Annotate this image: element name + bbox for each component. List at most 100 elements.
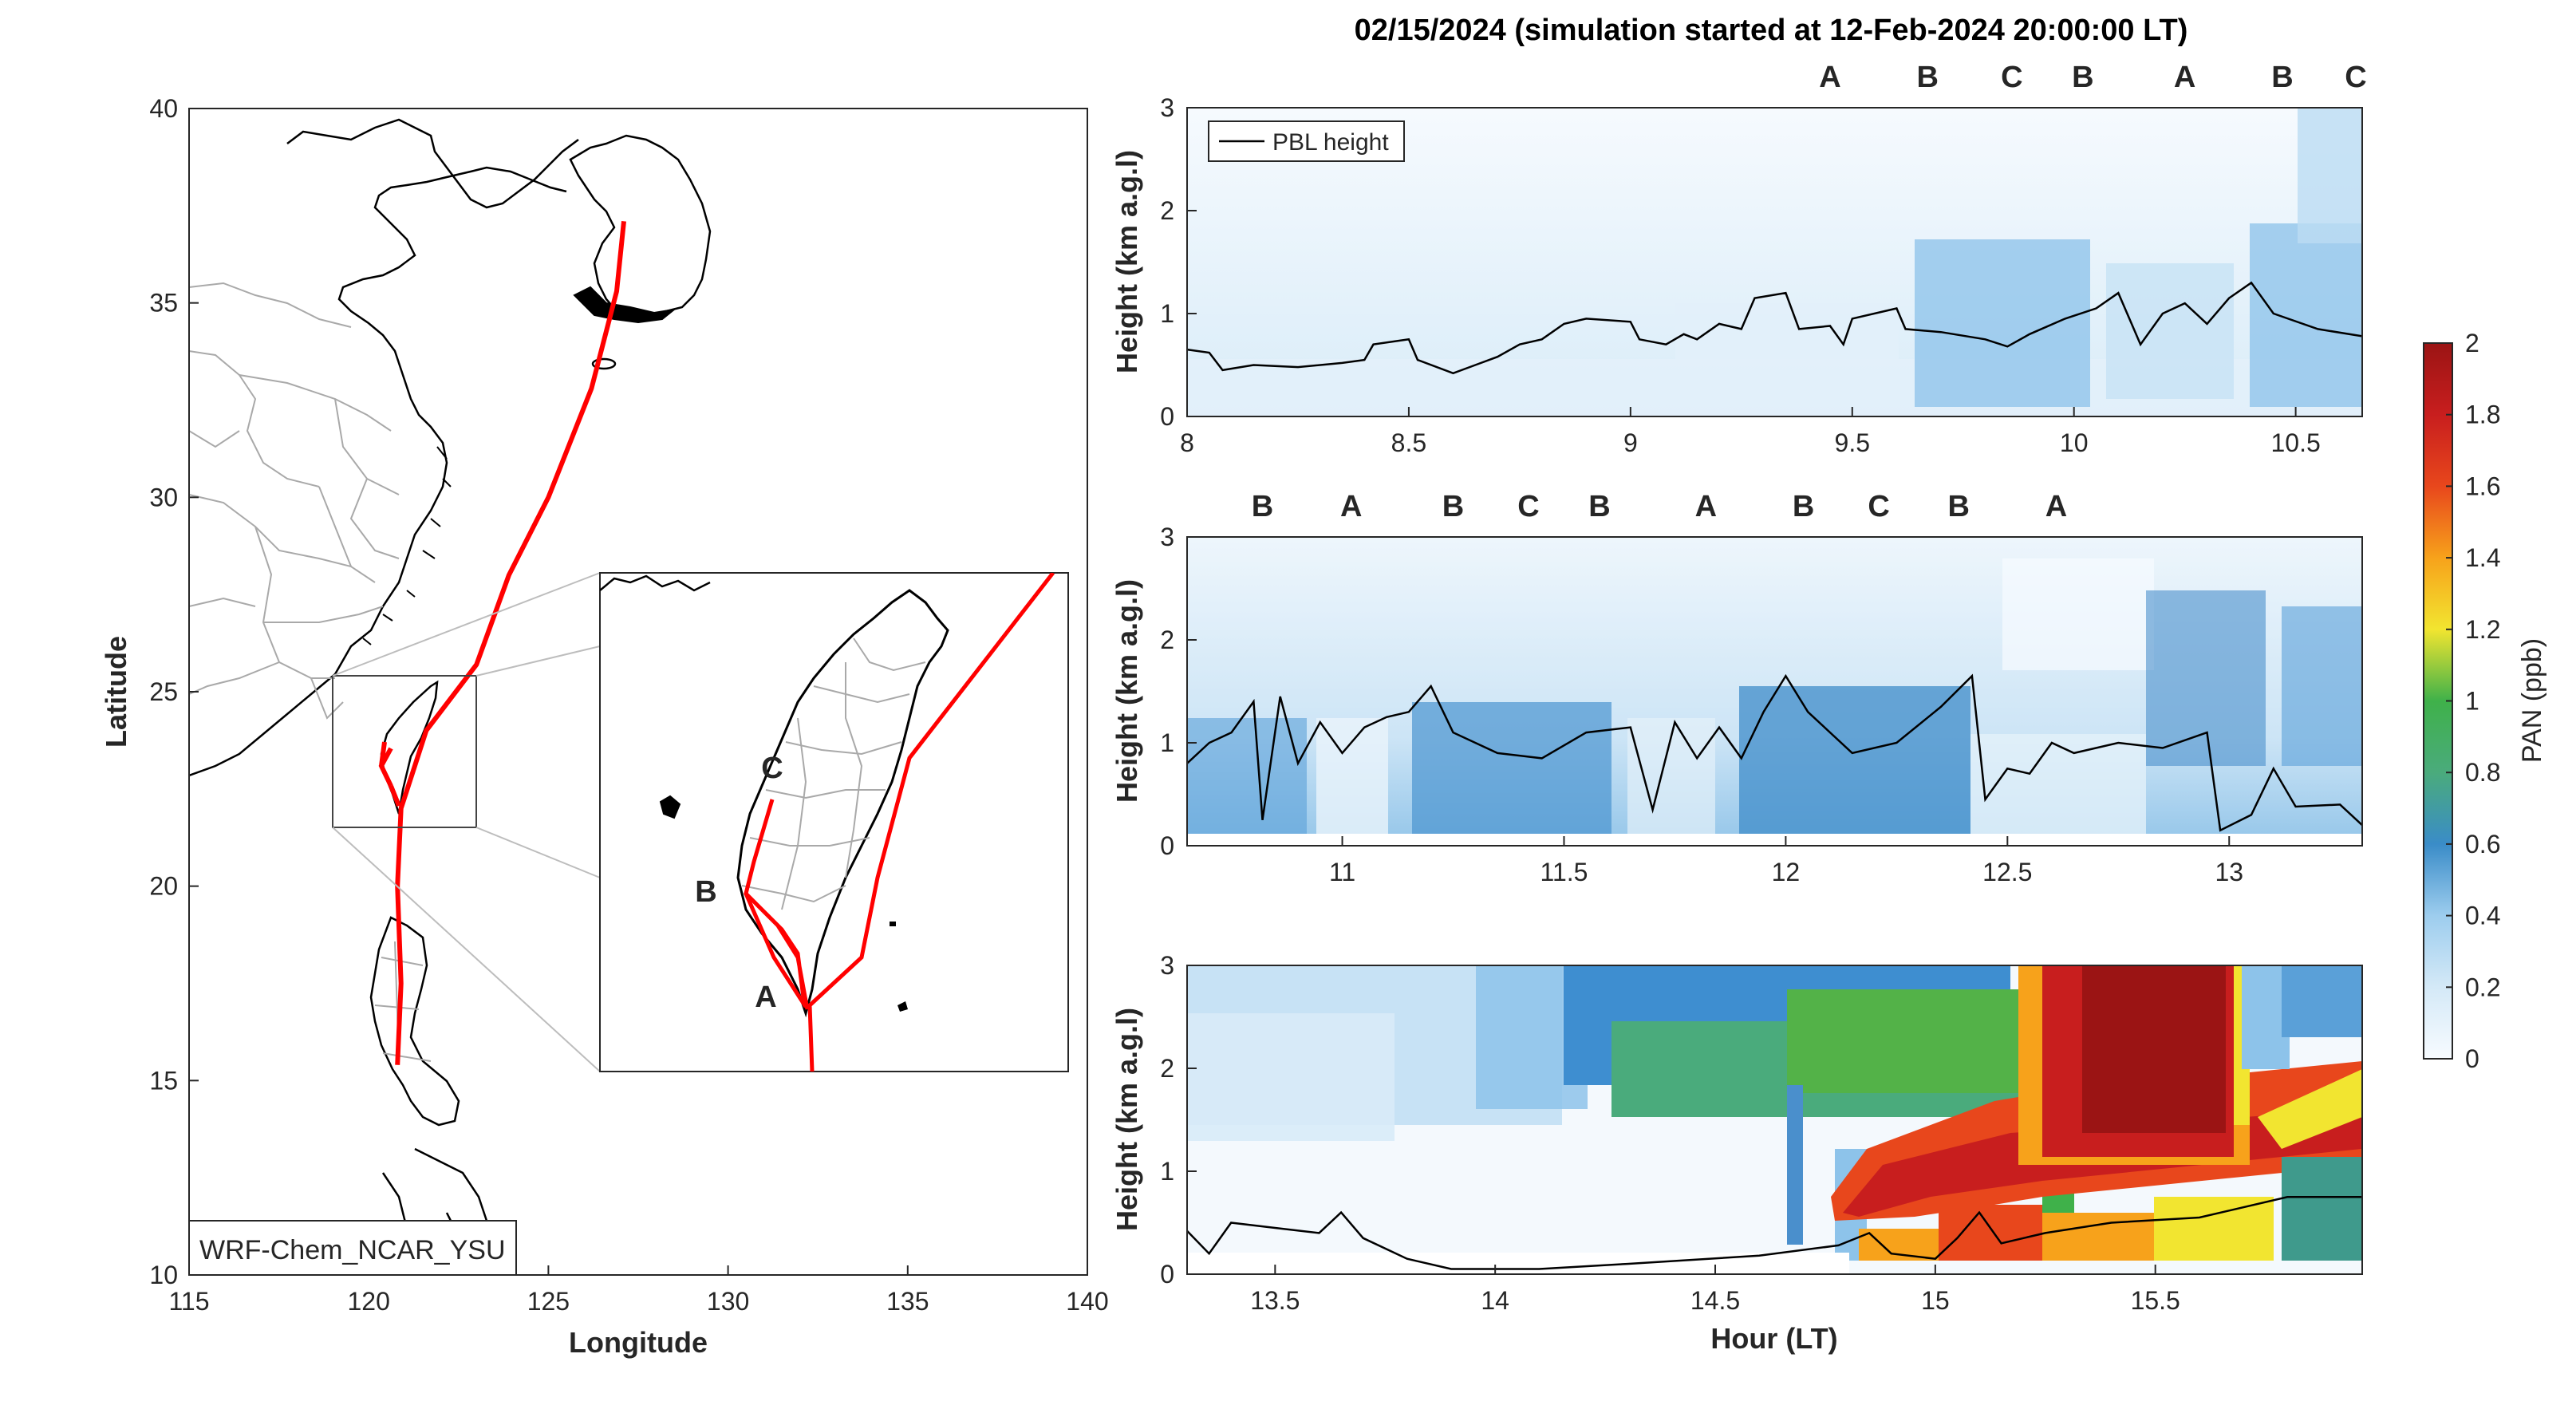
inset-region-box — [332, 675, 477, 828]
flight-segment-marker: A — [1340, 490, 1362, 523]
map-ytick-label: 30 — [149, 483, 178, 511]
inset-track-east — [807, 573, 1055, 1072]
panel-xtick-label: 13.5 — [1250, 1286, 1300, 1315]
map-ytick-label: 15 — [149, 1066, 178, 1095]
colorbar-tick-label: 1.8 — [2465, 401, 2500, 429]
flight-segment-marker: B — [1588, 490, 1610, 523]
panel-ytick-label: 0 — [1160, 1260, 1174, 1289]
flight-segment-marker: A — [2045, 490, 2067, 523]
panel-ytick-label: 1 — [1160, 728, 1174, 757]
map-xtick-label: 125 — [527, 1287, 570, 1316]
map-basemap — [189, 118, 712, 1269]
panel-xtick-label: 11.5 — [1540, 858, 1588, 886]
inset-penghu — [659, 795, 681, 819]
panel-ytick-label: 2 — [1160, 196, 1174, 225]
flight-segment-marker: B — [2271, 61, 2293, 94]
legend-pbl-label: PBL height — [1272, 129, 1389, 156]
panel-1-legend: PBL height — [1208, 120, 1405, 162]
panel-1: 8 8.5 9 9.5 10 10.5 0 1 2 3 A B C B A B C PBL height He… — [1110, 61, 2367, 457]
flight-segment-marker: B — [2072, 61, 2093, 94]
panel-ytick-label: 1 — [1160, 1157, 1174, 1186]
map-ytick-label: 40 — [149, 94, 178, 123]
map-ytick-label: 20 — [149, 872, 178, 901]
panel-1-pbl-line — [1186, 281, 2363, 375]
inset-marker-a: A — [755, 981, 776, 1014]
colorbar-tick-label: 2 — [2465, 329, 2479, 357]
panel-ytick-label: 3 — [1160, 523, 1174, 551]
colorbar-tick-label: 0.8 — [2465, 758, 2500, 787]
inset-island-2 — [897, 1001, 908, 1012]
map-ytick-label: 35 — [149, 289, 178, 318]
inset-track-mid — [744, 892, 808, 1008]
panel-2-field — [1187, 537, 2362, 846]
panel-ytick-label: 0 — [1160, 402, 1174, 431]
panel-2-axes-box — [1186, 536, 2363, 847]
flight-segment-marker: B — [1947, 490, 1969, 523]
liaodong-coastline — [286, 118, 579, 209]
panel-ytick-label: 2 — [1160, 1054, 1174, 1083]
panel-1-axes-box — [1186, 107, 2363, 417]
panel-xtick-label: 15 — [1921, 1286, 1950, 1315]
panel-xtick-label: 10 — [2060, 428, 2089, 457]
map-ylabel: Latitude — [100, 636, 132, 748]
colorbar-tick-label: 1 — [2465, 687, 2479, 716]
inset-connector-b — [332, 827, 601, 1072]
inset-marker-b: B — [695, 875, 716, 909]
province-borders — [189, 282, 400, 720]
inset-connector-top — [475, 645, 601, 677]
figure-title: 02/15/2024 (simulation started at 12-Feb… — [1355, 14, 2188, 47]
panel-3-xlabel: Hour (LT) — [1710, 1322, 1837, 1355]
panel-ytick-label: 3 — [1160, 951, 1174, 980]
panel-3-ticks: 13.5 14 14.5 15 15.5 0 1 2 3 — [1160, 951, 2180, 1315]
panel-xtick-label: 15.5 — [2131, 1286, 2180, 1315]
panel-xtick-label: 9.5 — [1835, 428, 1870, 457]
colorbar-tick-label: 0.2 — [2465, 973, 2500, 1001]
panel-xtick-label: 10.5 — [2270, 428, 2320, 457]
map-xlabel: Longitude — [569, 1326, 708, 1359]
map-xtick-label: 115 — [168, 1287, 209, 1316]
flight-segment-marker: B — [1442, 490, 1464, 523]
inset-connector-c — [332, 572, 601, 677]
panel-1-field — [1187, 108, 2362, 416]
panel-xtick-label: 12.5 — [1982, 858, 2032, 886]
colorbar-tick-label: 1.6 — [2465, 472, 2500, 500]
inset-panel: C B A — [599, 572, 1069, 1072]
flight-segment-marker: C — [1517, 490, 1539, 523]
flight-track-main — [395, 220, 626, 1065]
colorbar-tick-label: 1.4 — [2465, 543, 2500, 572]
flight-segment-marker: C — [2001, 61, 2022, 94]
panel-xtick-label: 13 — [2215, 858, 2243, 886]
colorbar-tick-label: 1.2 — [2465, 615, 2500, 644]
panel-xtick-label: 14 — [1481, 1286, 1509, 1315]
colorbar-label: PAN (ppb) — [2517, 638, 2547, 763]
panel-ytick-label: 2 — [1160, 626, 1174, 654]
panel-1-ylabel: Height (km a.g.l) — [1110, 150, 1143, 373]
flight-segment-marker: C — [2345, 61, 2366, 94]
panel-3-field — [1187, 965, 2362, 1274]
panel-3: 13.5 14 14.5 15 15.5 0 1 2 3 Height (km a.g.l) H… — [1110, 951, 2363, 1355]
map-xtick-label: 130 — [707, 1287, 749, 1316]
model-label-box — [188, 1220, 517, 1276]
panel-xtick-label: 8 — [1180, 428, 1194, 457]
panel-3-axes-box — [1186, 965, 2363, 1275]
panel-xtick-label: 14.5 — [1690, 1286, 1740, 1315]
inset-connector-a — [475, 827, 601, 878]
colorbar-tick-label: 0 — [2465, 1044, 2479, 1073]
map-ytick-label: 10 — [149, 1261, 178, 1289]
colorbar-tick-label: 0.6 — [2465, 830, 2500, 858]
panel-ytick-label: 1 — [1160, 299, 1174, 328]
inset-mainland-coast — [600, 574, 711, 592]
flight-segment-marker: C — [1868, 490, 1889, 523]
colorbar: 0 0.2 0.4 0.6 0.8 1 1.2 1.4 1.6 1.8 2 PAN (ppb) — [2423, 329, 2547, 1073]
map-ytick-label: 25 — [149, 677, 178, 706]
panel-1-ticks: 8 8.5 9 9.5 10 10.5 0 1 2 3 — [1160, 93, 2321, 457]
panel-3-ylabel: Height (km a.g.l) — [1110, 1008, 1143, 1231]
map-ticks: 115 120 125 130 135 140 10 15 20 25 30 35 40 — [149, 94, 1108, 1316]
flight-segment-marker: A — [1695, 490, 1717, 523]
panel-xtick-label: 11 — [1329, 858, 1355, 886]
panel-xtick-label: 8.5 — [1391, 428, 1426, 457]
